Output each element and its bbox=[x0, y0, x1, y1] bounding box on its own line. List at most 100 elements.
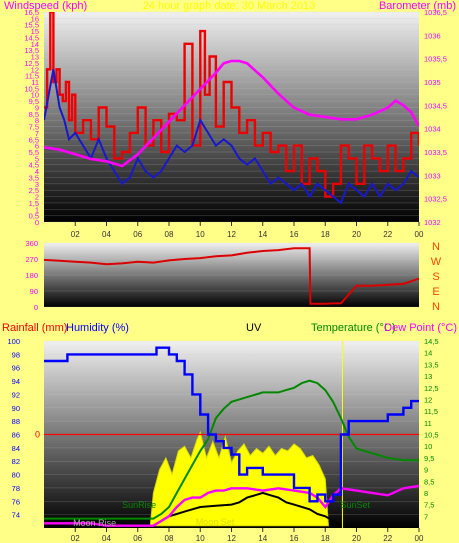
barometer-tick-label: 1036,5 bbox=[424, 8, 447, 17]
windspeed-tick-label: 13 bbox=[31, 53, 39, 62]
solar-series-line bbox=[137, 491, 342, 527]
x-tick-label: 20 bbox=[352, 230, 361, 239]
wind-panel-x-axis: 02 04 06 08 10 12 14 16 18 20 22 00 bbox=[71, 222, 424, 239]
rainfall-axis-title: Rainfall (mm) bbox=[2, 322, 67, 334]
x-tick-label: 16 bbox=[290, 534, 299, 543]
humidity-tick-label: 98 bbox=[12, 350, 20, 359]
humidity-tick-label: 78 bbox=[12, 484, 20, 493]
temperature-tick-label: 10 bbox=[424, 442, 432, 451]
windspeed-tick-label: 8,5 bbox=[29, 110, 39, 119]
humidity-series-line bbox=[44, 346, 419, 503]
compass-label: E bbox=[432, 286, 439, 298]
x-tick-label: 22 bbox=[383, 534, 392, 543]
barometer-tick-label: 1036 bbox=[424, 31, 441, 40]
windspeed-tick-label: 11 bbox=[31, 78, 39, 87]
windspeed-tick-label: 9,5 bbox=[29, 97, 39, 106]
x-tick-label: 10 bbox=[196, 534, 205, 543]
temperature-tick-label: 12 bbox=[424, 395, 432, 404]
direction-axis-ticks: 0 90 180 270 360 bbox=[25, 239, 38, 312]
x-tick-label: 02 bbox=[71, 534, 80, 543]
dew-point-series-line bbox=[44, 484, 419, 527]
barometer-tick-label: 1032 bbox=[424, 218, 441, 227]
temperature-tick-label: 11 bbox=[424, 419, 432, 428]
humidity-tick-label: 88 bbox=[12, 417, 20, 426]
windspeed-tick-label: 1,5 bbox=[29, 199, 39, 208]
x-tick-label: 10 bbox=[196, 230, 205, 239]
windspeed-tick-label: 12 bbox=[31, 65, 39, 74]
gust-series-line bbox=[44, 12, 419, 198]
temperature-tick-label: 14,5 bbox=[424, 337, 439, 346]
graph-date-title: 24 hour graph date: 30 March 2013 bbox=[143, 0, 315, 12]
temperature-tick-label: 11,5 bbox=[424, 407, 438, 416]
x-tick-label: 18 bbox=[321, 534, 330, 543]
x-tick-label: 20 bbox=[352, 534, 361, 543]
windspeed-tick-label: 15,5 bbox=[24, 21, 39, 30]
x-tick-label: 08 bbox=[165, 534, 174, 543]
windspeed-tick-label: 7,5 bbox=[29, 123, 39, 132]
temperature-tick-label: 14 bbox=[424, 349, 432, 358]
barometer-tick-label: 1035 bbox=[424, 78, 441, 87]
windspeed-tick-label: 16 bbox=[31, 14, 39, 23]
direction-tick-label: 180 bbox=[25, 271, 38, 280]
humidity-tick-label: 92 bbox=[12, 390, 20, 399]
humidity-tick-label: 94 bbox=[12, 377, 20, 386]
windspeed-tick-label: 2 bbox=[35, 193, 39, 202]
windspeed-tick-label: 4,5 bbox=[29, 161, 39, 170]
windspeed-tick-label: 6 bbox=[35, 142, 39, 151]
humidity-tick-label: 74 bbox=[12, 511, 20, 520]
windspeed-tick-label: 12,5 bbox=[24, 59, 39, 68]
barometer-axis-title: Barometer (mb) bbox=[379, 0, 456, 12]
windspeed-tick-label: 2,5 bbox=[29, 186, 39, 195]
temperature-axis-title: Temperature (°C) bbox=[311, 322, 395, 334]
uv-axis-title: UV bbox=[246, 322, 262, 334]
windspeed-tick-label: 7 bbox=[35, 129, 39, 138]
windspeed-tick-label: 3,5 bbox=[29, 173, 39, 182]
sunset-label: SunSet bbox=[340, 500, 370, 510]
direction-panel-bg bbox=[44, 243, 419, 307]
windspeed-tick-label: 8 bbox=[35, 116, 39, 125]
windspeed-axis-ticks: 00,511,522,533,544,555,566,577,588,599,5… bbox=[24, 8, 39, 227]
temperature-tick-label: 8,5 bbox=[424, 477, 434, 486]
humidity-axis-title: Humidity (%) bbox=[66, 322, 129, 334]
direction-tick-label: 90 bbox=[30, 287, 38, 296]
windspeed-tick-label: 15 bbox=[31, 27, 39, 36]
windspeed-tick-label: 4 bbox=[35, 167, 39, 176]
rain-humidity-temp-panel: Rainfall (mm) Humidity (%) UV Temperatur… bbox=[2, 322, 457, 543]
x-tick-label: 12 bbox=[227, 534, 236, 543]
windspeed-tick-label: 0 bbox=[35, 218, 39, 227]
humidity-tick-label: 100 bbox=[7, 337, 20, 346]
temperature-tick-label: 7,5 bbox=[424, 501, 434, 510]
moonset-label: Moon Set bbox=[196, 517, 235, 527]
moonrise-label: Moon Rise bbox=[73, 518, 116, 528]
windspeed-tick-label: 3 bbox=[35, 180, 39, 189]
temperature-tick-label: 13 bbox=[424, 372, 432, 381]
x-tick-label: 02 bbox=[71, 230, 80, 239]
windspeed-tick-label: 5,5 bbox=[29, 148, 39, 157]
barometer-tick-label: 1034,5 bbox=[424, 101, 447, 110]
direction-tick-label: 0 bbox=[34, 303, 38, 312]
humidity-tick-label: 96 bbox=[12, 364, 20, 373]
barometer-tick-label: 1032,5 bbox=[424, 195, 447, 204]
temperature-tick-label: 12,5 bbox=[424, 384, 439, 393]
rainfall-zero-label: 0 bbox=[35, 430, 40, 440]
temperature-tick-label: 9,5 bbox=[424, 454, 434, 463]
wind-barometer-panel: 00,511,522,533,544,555,566,577,588,599,5… bbox=[4, 0, 456, 239]
windspeed-tick-label: 6,5 bbox=[29, 135, 39, 144]
humidity-tick-label: 76 bbox=[12, 497, 20, 506]
windspeed-tick-label: 11,5 bbox=[25, 72, 39, 81]
windspeed-tick-label: 1 bbox=[35, 205, 39, 214]
barometer-tick-label: 1034 bbox=[424, 125, 441, 134]
temperature-tick-label: 10,5 bbox=[424, 431, 439, 440]
barometer-axis-ticks: 1032 1032,5 1033 1033,5 1034 1034,5 1035 1035,5… bbox=[424, 8, 447, 227]
humidity-tick-label: 82 bbox=[12, 457, 20, 466]
x-tick-label: 08 bbox=[165, 230, 174, 239]
compass-label: N bbox=[432, 301, 440, 313]
x-tick-label: 18 bbox=[321, 230, 330, 239]
windspeed-tick-label: 13,5 bbox=[24, 46, 39, 55]
windspeed-tick-label: 10 bbox=[31, 91, 39, 100]
temperature-axis-ticks: 7 7,5 8 8,5 9 9,5 10 10,5 11 11,5 12 12,5 13 13,5 14 14… bbox=[424, 337, 439, 521]
direction-panel-grid bbox=[44, 242, 419, 308]
x-tick-label: 00 bbox=[415, 230, 424, 239]
